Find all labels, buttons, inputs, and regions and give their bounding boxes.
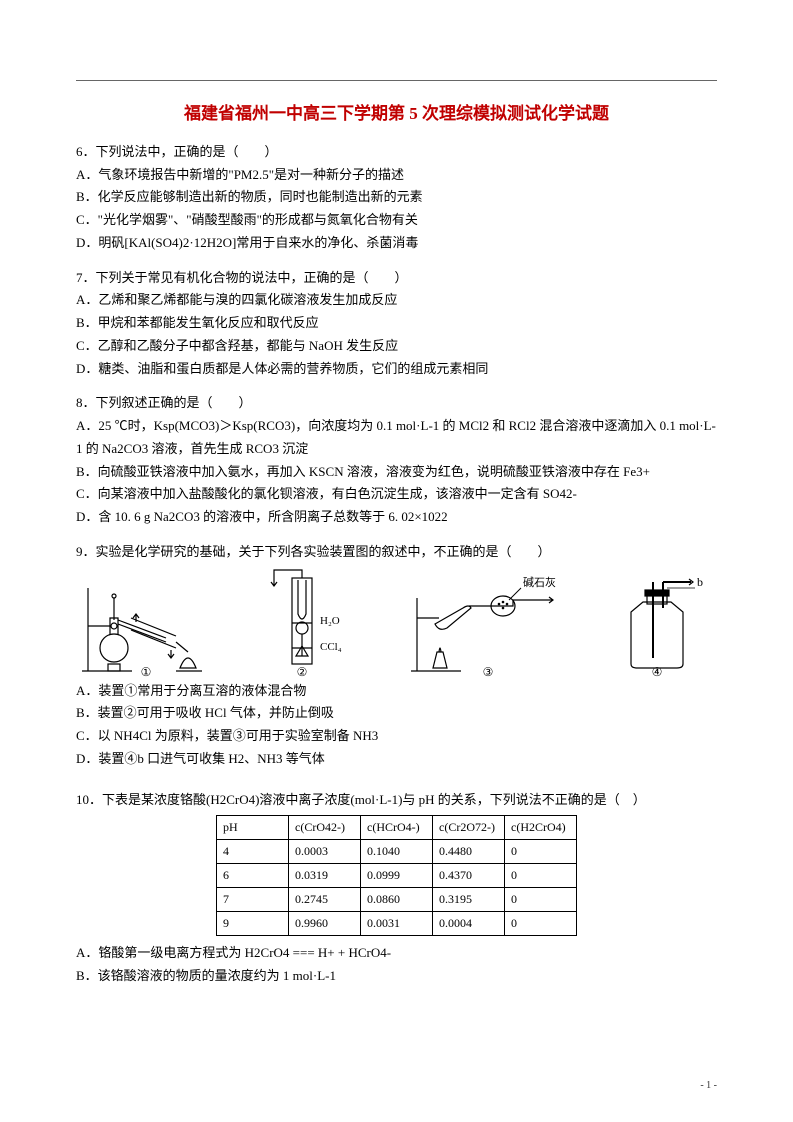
q9-opt-c: C．以 NH4Cl 为原料，装置③可用于实验室制备 NH3 xyxy=(76,725,717,748)
fig2-label: ② xyxy=(296,665,307,678)
q7-opt-b: B．甲烷和苯都能发生氧化反应和取代反应 xyxy=(76,312,717,335)
page-title: 福建省福州一中高三下学期第 5 次理综模拟测试化学试题 xyxy=(76,99,717,129)
q8-opt-b: B．向硫酸亚铁溶液中加入氨水，再加入 KSCN 溶液，溶液变为红色，说明硫酸亚铁… xyxy=(76,461,717,484)
fig3-label: ③ xyxy=(483,665,494,678)
table-row: 6 0.0319 0.0999 0.4370 0 xyxy=(217,864,577,888)
cell: 0.4370 xyxy=(433,864,505,888)
th-cr2o7: c(Cr2O72-) xyxy=(433,816,505,840)
q9-stem: 9．实验是化学研究的基础，关于下列各实验装置图的叙述中，不正确的是（ ） xyxy=(76,541,717,564)
cell: 0.0003 xyxy=(289,840,361,864)
cell: 0.9960 xyxy=(289,912,361,936)
q6-opt-c: C．"光化学烟雾"、"硝酸型酸雨"的形成都与氮氧化合物有关 xyxy=(76,209,717,232)
cell: 0.0319 xyxy=(289,864,361,888)
q7-opt-c: C．乙醇和乙酸分子中都含羟基，都能与 NaOH 发生反应 xyxy=(76,335,717,358)
cell: 0.0860 xyxy=(361,888,433,912)
q10-opt-b: B．该铬酸溶液的物质的量浓度约为 1 mol·L-1 xyxy=(76,965,717,988)
q7-stem: 7．下列关于常见有机化合物的说法中，正确的是（ ） xyxy=(76,267,717,290)
top-rule xyxy=(76,80,717,81)
ccl4-label: CCl₄ xyxy=(320,641,342,653)
figure-row: ① xyxy=(76,568,717,678)
cell: 0 xyxy=(505,888,577,912)
figure-4-bottle: b ④ xyxy=(607,568,717,678)
cell: 0.2745 xyxy=(289,888,361,912)
cell: 0.4480 xyxy=(433,840,505,864)
cell: 0.0004 xyxy=(433,912,505,936)
q10-opt-a: A．铬酸第一级电离方程式为 H2CrO4 === H+ + HCrO4- xyxy=(76,942,717,965)
soda-lime-label: 碱石灰 xyxy=(523,575,556,589)
q8-opt-a: A．25 ℃时，Ksp(MCO3)＞Ksp(RCO3)，向浓度均为 0.1 mo… xyxy=(76,415,717,461)
page-number: - 1 - xyxy=(700,1077,717,1095)
q7-opt-a: A．乙烯和聚乙烯都能与溴的四氯化碳溶液发生加成反应 xyxy=(76,289,717,312)
question-9: 9．实验是化学研究的基础，关于下列各实验装置图的叙述中，不正确的是（ ） xyxy=(76,541,717,771)
cell: 0.0999 xyxy=(361,864,433,888)
th-h2cro4: c(H2CrO4) xyxy=(505,816,577,840)
figure-2-absorber: H₂O CCl₄ ② xyxy=(260,568,370,678)
table-row: 4 0.0003 0.1040 0.4480 0 xyxy=(217,840,577,864)
heating-icon: 碱石灰 ③ xyxy=(403,568,573,678)
absorber-icon: H₂O CCl₄ ② xyxy=(260,568,370,678)
cell: 0 xyxy=(505,840,577,864)
q7-opt-d: D．糖类、油脂和蛋白质都是人体必需的营养物质，它们的组成元素相同 xyxy=(76,358,717,381)
q6-opt-b: B．化学反应能够制造出新的物质，同时也能制造出新的元素 xyxy=(76,186,717,209)
th-cro4: c(CrO42-) xyxy=(289,816,361,840)
cell: 0 xyxy=(505,864,577,888)
q9-opt-b: B．装置②可用于吸收 HCl 气体，并防止倒吸 xyxy=(76,702,717,725)
cell: 0.3195 xyxy=(433,888,505,912)
q6-opt-d: D．明矾[KAl(SO4)2·12H2O]常用于自来水的净化、杀菌消毒 xyxy=(76,232,717,255)
cell: 0.0031 xyxy=(361,912,433,936)
q6-opt-a: A．气象环境报告中新增的"PM2.5"是对一种新分子的描述 xyxy=(76,164,717,187)
q6-stem: 6．下列说法中，正确的是（ ） xyxy=(76,141,717,164)
distillation-icon: ① xyxy=(76,568,226,678)
cell: 4 xyxy=(217,840,289,864)
q8-stem: 8．下列叙述正确的是（ ） xyxy=(76,392,717,415)
question-6: 6．下列说法中，正确的是（ ） A．气象环境报告中新增的"PM2.5"是对一种新… xyxy=(76,141,717,255)
cell: 0.1040 xyxy=(361,840,433,864)
question-7: 7．下列关于常见有机化合物的说法中，正确的是（ ） A．乙烯和聚乙烯都能与溴的四… xyxy=(76,267,717,381)
q10-stem: 10．下表是某浓度铬酸(H2CrO4)溶液中离子浓度(mol·L-1)与 pH … xyxy=(76,789,717,812)
figure-3-heating: 碱石灰 ③ xyxy=(403,568,573,678)
table-header-row: pH c(CrO42-) c(HCrO4-) c(Cr2O72-) c(H2Cr… xyxy=(217,816,577,840)
cell: 6 xyxy=(217,864,289,888)
table-row: 7 0.2745 0.0860 0.3195 0 xyxy=(217,888,577,912)
fig1-label: ① xyxy=(141,665,152,678)
cell: 9 xyxy=(217,912,289,936)
table-row: 9 0.9960 0.0031 0.0004 0 xyxy=(217,912,577,936)
q8-opt-d: D．含 10. 6 g Na2CO3 的溶液中，所含阴离子总数等于 6. 02×… xyxy=(76,506,717,529)
th-ph: pH xyxy=(217,816,289,840)
question-10: 10．下表是某浓度铬酸(H2CrO4)溶液中离子浓度(mol·L-1)与 pH … xyxy=(76,789,717,988)
fig4-label: ④ xyxy=(652,665,663,678)
h2o-label: H₂O xyxy=(320,615,340,627)
q8-opt-c: C．向某溶液中加入盐酸酸化的氯化钡溶液，有白色沉淀生成，该溶液中一定含有 SO4… xyxy=(76,483,717,506)
q9-opt-a: A．装置①常用于分离互溶的液体混合物 xyxy=(76,680,717,703)
cell: 0 xyxy=(505,912,577,936)
b-label: b xyxy=(697,575,703,589)
question-8: 8．下列叙述正确的是（ ） A．25 ℃时，Ksp(MCO3)＞Ksp(RCO3… xyxy=(76,392,717,529)
th-hcro4: c(HCrO4-) xyxy=(361,816,433,840)
q9-opt-d: D．装置④b 口进气可收集 H2、NH3 等气体 xyxy=(76,748,717,771)
figure-1-distillation: ① xyxy=(76,568,226,678)
cell: 7 xyxy=(217,888,289,912)
bottle-icon: b ④ xyxy=(607,568,717,678)
q10-table: pH c(CrO42-) c(HCrO4-) c(Cr2O72-) c(H2Cr… xyxy=(216,815,577,936)
